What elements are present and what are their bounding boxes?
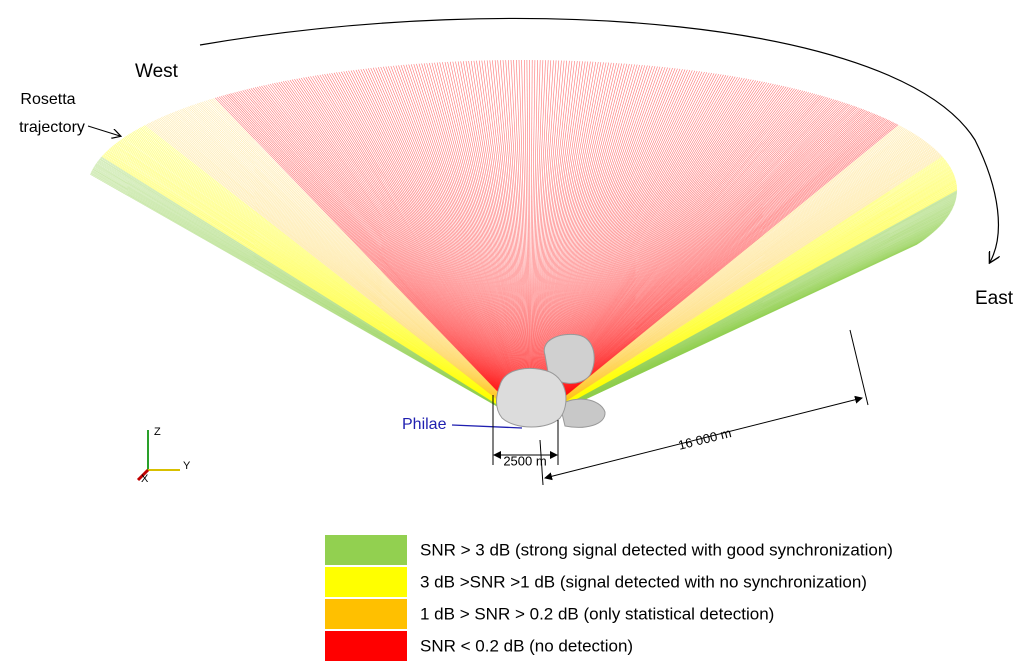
legend-text: SNR > 3 dB (strong signal detected with … <box>420 540 893 559</box>
legend-swatch <box>325 599 407 629</box>
legend-text: 3 dB >SNR >1 dB (signal detected with no… <box>420 572 867 591</box>
axis-y: Y <box>183 460 191 472</box>
rosetta-label: Rosetta <box>20 91 75 108</box>
legend-text: 1 dB > SNR > 0.2 dB (only statistical de… <box>420 604 774 623</box>
legend-swatch <box>325 567 407 597</box>
legend-text: SNR < 0.2 dB (no detection) <box>420 636 633 655</box>
width-label: 2500 m <box>503 453 546 468</box>
west-label: West <box>135 61 179 82</box>
axis-triad: Z Y X <box>138 426 191 485</box>
philae-pointer <box>452 425 522 428</box>
east-label: East <box>975 288 1014 309</box>
legend-swatch <box>325 535 407 565</box>
axis-x: X <box>141 473 149 485</box>
distance-label: 16 000 m <box>677 425 733 453</box>
axis-z: Z <box>154 426 161 438</box>
philae-label: Philae <box>402 416 447 433</box>
rosetta-label: trajectory <box>19 119 85 136</box>
legend-swatch <box>325 631 407 661</box>
legend: SNR > 3 dB (strong signal detected with … <box>325 535 893 661</box>
rosetta-pointer <box>88 126 120 136</box>
diagram: West East Rosetta trajectory Philae 2500… <box>0 0 1022 664</box>
